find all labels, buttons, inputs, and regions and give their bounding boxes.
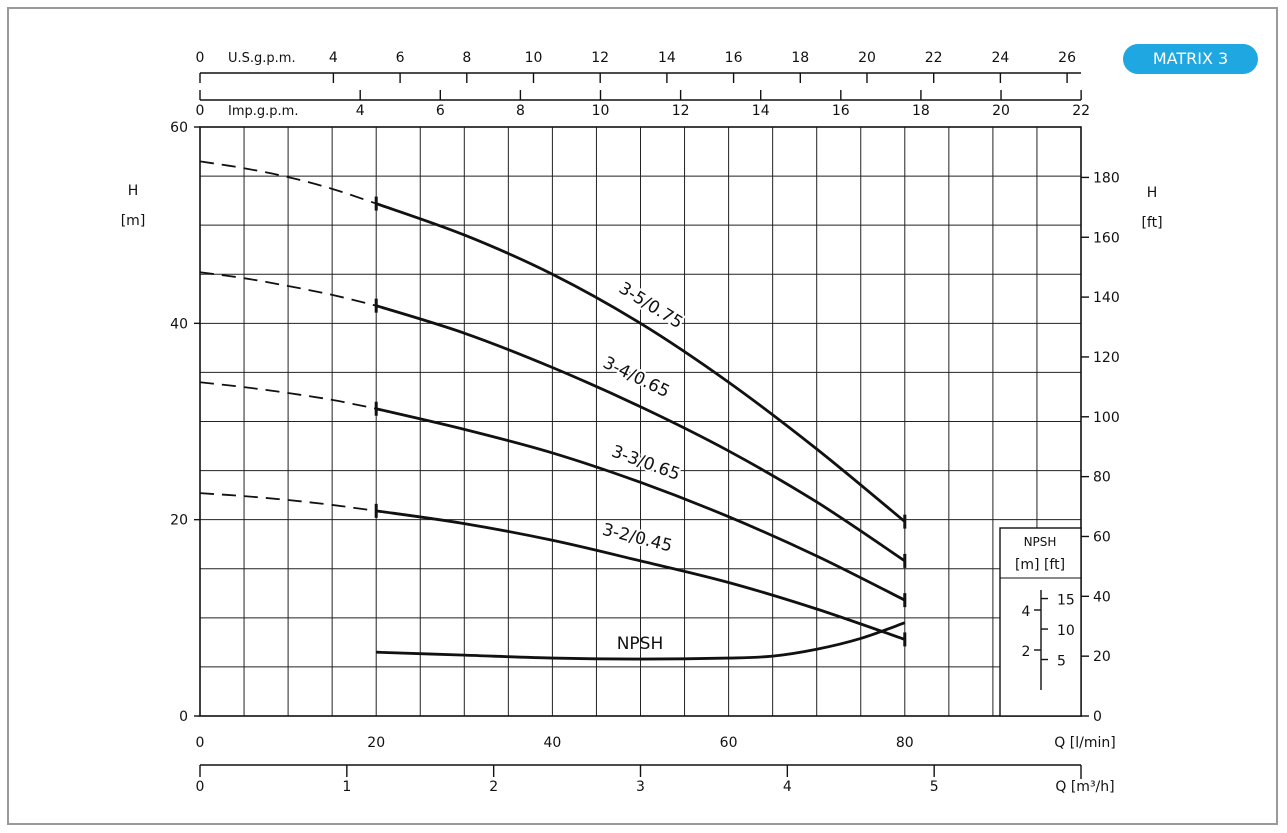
imp-tick-label: 12 xyxy=(672,103,690,119)
series-3-4-0-65-label: 3-4/0.65 xyxy=(600,353,673,402)
usg-tick-label: 16 xyxy=(725,50,743,66)
y-right-tick-label: 60 xyxy=(1093,529,1111,545)
imp-tick-label: 4 xyxy=(356,103,365,119)
series-3-2-0-45-label: 3-2/0.45 xyxy=(600,520,674,557)
m3h-tick-label: 4 xyxy=(783,779,792,795)
y-right-tick-label: 120 xyxy=(1093,350,1120,366)
series-3-3-0-65-extension xyxy=(199,381,377,410)
series-3-3-0-65-label: 3-3/0.65 xyxy=(609,442,683,485)
imp-axis-label: Imp.g.p.m. xyxy=(228,104,298,119)
m3h-axis-label: Q [m³/h] xyxy=(1055,779,1114,795)
series-3-2-0-45-line xyxy=(375,509,906,641)
series-3-5-0-75-line xyxy=(375,202,906,523)
y-left-tick-label: 40 xyxy=(170,316,188,332)
npsh-inset-title: NPSH xyxy=(1024,535,1057,549)
usg-tick-label: 6 xyxy=(396,50,405,66)
x-axis-unit-label: Q [l/min] xyxy=(1054,735,1115,751)
usg-tick-label: 20 xyxy=(858,50,876,66)
y-left-axis-label: H xyxy=(128,183,139,199)
usg-tick-label: 12 xyxy=(591,50,609,66)
usg-tick-label: 10 xyxy=(525,50,543,66)
imp-tick-label: 14 xyxy=(752,103,770,119)
y-right-axis-unit: [ft] xyxy=(1141,215,1162,231)
imp-tick-label: 18 xyxy=(912,103,930,119)
usg-tick-label: 22 xyxy=(925,50,943,66)
series-3-4-0-65-line xyxy=(375,304,906,563)
series-npsh-line xyxy=(376,621,906,661)
imp-tick-label: 6 xyxy=(436,103,445,119)
m3h-tick-label: 5 xyxy=(930,779,939,795)
series-3-5-0-75-label: 3-5/0.75 xyxy=(615,278,686,333)
y-right-tick-label: 100 xyxy=(1093,410,1120,426)
imp-tick-label: 22 xyxy=(1072,103,1090,119)
imp-tick-label: 16 xyxy=(832,103,850,119)
usg-axis-label: U.S.g.p.m. xyxy=(228,51,296,66)
m3h-tick-label: 2 xyxy=(489,779,498,795)
npsh-m-tick-label: 4 xyxy=(1022,604,1031,620)
series-3-4-0-65-extension xyxy=(199,271,377,307)
npsh-ft-tick-label: 10 xyxy=(1057,623,1075,639)
x-tick-label: 0 xyxy=(196,735,205,751)
plot-border xyxy=(199,126,1082,717)
usg-tick-label: 24 xyxy=(991,50,1009,66)
y-right-axis-label: H xyxy=(1147,185,1158,201)
series-3-2-0-45-extension xyxy=(199,492,377,512)
npsh-m-tick-label: 2 xyxy=(1022,644,1031,660)
npsh-ft-tick-label: 5 xyxy=(1057,654,1066,670)
usg-tick-label: 8 xyxy=(462,50,471,66)
imp-tick-label: 8 xyxy=(516,103,525,119)
y-right-tick-label: 40 xyxy=(1093,589,1111,605)
imp-tick-label: 0 xyxy=(196,103,205,119)
usg-tick-label: 26 xyxy=(1058,50,1076,66)
npsh-ft-tick-label: 15 xyxy=(1057,593,1075,609)
y-right-tick-label: 20 xyxy=(1093,649,1111,665)
y-right-tick-label: 180 xyxy=(1093,170,1120,186)
y-right-tick-label: 0 xyxy=(1093,709,1102,725)
usg-tick-label: 4 xyxy=(329,50,338,66)
series-badge: MATRIX 3 xyxy=(1123,44,1258,74)
series-3-5-0-75-extension xyxy=(199,160,377,205)
y-left-tick-label: 60 xyxy=(170,120,188,136)
y-left-axis-unit: [m] xyxy=(121,213,146,229)
y-right-tick-label: 80 xyxy=(1093,470,1111,486)
imp-tick-label: 10 xyxy=(592,103,610,119)
y-right-tick-label: 140 xyxy=(1093,290,1120,306)
y-left-tick-label: 20 xyxy=(170,513,188,529)
x-tick-label: 80 xyxy=(896,735,914,751)
usg-tick-label: 0 xyxy=(196,50,205,66)
y-left-tick-label: 0 xyxy=(179,709,188,725)
series-3-3-0-65-line xyxy=(375,407,906,602)
usg-tick-label: 18 xyxy=(791,50,809,66)
m3h-tick-label: 3 xyxy=(636,779,645,795)
series-npsh-label: NPSH xyxy=(617,634,664,654)
m3h-tick-label: 1 xyxy=(342,779,351,795)
npsh-inset-units: [m] [ft] xyxy=(1015,557,1065,573)
y-right-tick-label: 160 xyxy=(1093,230,1120,246)
x-tick-label: 20 xyxy=(367,735,385,751)
x-tick-label: 40 xyxy=(543,735,561,751)
imp-tick-label: 20 xyxy=(992,103,1010,119)
usg-tick-label: 14 xyxy=(658,50,676,66)
m3h-tick-label: 0 xyxy=(196,779,205,795)
x-tick-label: 60 xyxy=(720,735,738,751)
